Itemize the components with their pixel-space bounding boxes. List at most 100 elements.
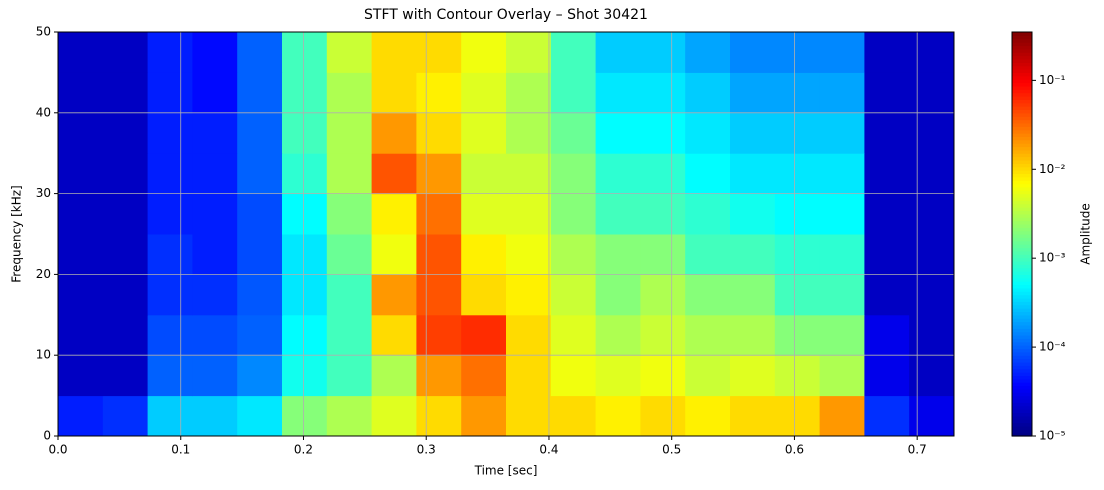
- heatmap-cell: [326, 193, 373, 235]
- heatmap-cell: [685, 274, 731, 316]
- colorbar-swatch: [1012, 415, 1032, 420]
- colorbar-swatch: [1012, 271, 1032, 275]
- heatmap-cell: [864, 314, 910, 356]
- colorbar-swatch: [1012, 170, 1032, 174]
- colorbar-swatch: [1012, 358, 1032, 363]
- colorbar-swatch: [1012, 321, 1032, 326]
- colorbar-swatch: [1012, 328, 1032, 333]
- colorbar-swatch: [1012, 257, 1032, 262]
- heatmap-cell: [461, 153, 507, 195]
- heatmap-cell: [550, 314, 597, 356]
- heatmap-cell: [58, 112, 104, 154]
- heatmap-cell: [685, 153, 731, 195]
- heatmap-cell: [461, 314, 507, 356]
- colorbar-swatch: [1012, 48, 1032, 53]
- heatmap-cell: [192, 314, 238, 356]
- heatmap-cell: [506, 153, 552, 195]
- colorbar-swatch: [1012, 85, 1032, 90]
- heatmap-cell: [774, 355, 821, 397]
- colorbar-swatch: [1012, 240, 1032, 245]
- heatmap-cell: [506, 355, 552, 397]
- heatmap-cell: [730, 314, 776, 356]
- heatmap-cell: [102, 193, 149, 235]
- heatmap-cell: [864, 355, 910, 397]
- colorbar-swatch: [1012, 351, 1032, 356]
- colorbar-swatch: [1012, 419, 1032, 424]
- heatmap-cell: [730, 193, 776, 235]
- y-tick-label: 20: [36, 267, 51, 281]
- colorbar-swatch: [1012, 405, 1032, 410]
- colorbar-swatch: [1012, 65, 1032, 70]
- colorbar-swatch: [1012, 79, 1032, 84]
- heatmap-cell: [595, 153, 641, 195]
- colorbar-tick-label: 10⁻⁵: [1039, 429, 1066, 443]
- heatmap-cell: [416, 72, 462, 114]
- heatmap-cell: [58, 395, 104, 437]
- colorbar-swatch: [1012, 277, 1032, 282]
- heatmap-cell: [550, 32, 597, 73]
- heatmap-cell: [58, 355, 104, 397]
- colorbar-swatch: [1012, 149, 1032, 154]
- heatmap-cell: [819, 274, 865, 316]
- heatmap-cell: [237, 72, 283, 114]
- heatmap-cell: [506, 234, 552, 275]
- heatmap-cell: [192, 193, 238, 235]
- heatmap-cell: [774, 274, 821, 316]
- x-tick-label: 0.5: [662, 443, 681, 457]
- heatmap-cell: [371, 72, 417, 114]
- colorbar-swatch: [1012, 335, 1032, 339]
- colorbar-swatch: [1012, 210, 1032, 215]
- heatmap-cell: [595, 112, 641, 154]
- heatmap-cell: [192, 112, 238, 154]
- colorbar-swatch: [1012, 409, 1032, 414]
- y-axis-label: Frequency [kHz]: [10, 185, 24, 282]
- heatmap-cell: [506, 395, 552, 437]
- heatmap-cell: [461, 234, 507, 275]
- heatmap-cell: [237, 32, 283, 73]
- y-tick-label: 50: [36, 25, 51, 39]
- heatmap-cell: [730, 72, 776, 114]
- colorbar-swatch: [1012, 102, 1032, 107]
- heatmap-cell: [147, 234, 193, 275]
- heatmap-cell: [192, 395, 238, 437]
- colorbar-swatch: [1012, 372, 1032, 376]
- colorbar-swatch: [1012, 143, 1032, 148]
- heatmap-cell: [685, 395, 731, 437]
- colorbar-swatch: [1012, 112, 1032, 117]
- heatmap-cell: [282, 355, 328, 397]
- colorbar-swatch: [1012, 301, 1032, 306]
- colorbar-swatch: [1012, 291, 1032, 296]
- heatmap-cell: [909, 234, 955, 275]
- colorbar-swatch: [1012, 375, 1032, 380]
- chart-title: STFT with Contour Overlay – Shot 30421: [364, 7, 648, 23]
- heatmap-cell: [774, 112, 821, 154]
- heatmap-cell: [550, 395, 597, 437]
- heatmap-cell: [909, 72, 955, 114]
- colorbar-swatch: [1012, 382, 1032, 387]
- heatmap-cell: [102, 234, 149, 275]
- heatmap-cell: [864, 32, 910, 73]
- heatmap-cell: [640, 395, 686, 437]
- heatmap-cell: [909, 112, 955, 154]
- colorbar-swatch: [1012, 385, 1032, 390]
- colorbar-swatch: [1012, 220, 1032, 225]
- heatmap-cell: [595, 72, 641, 114]
- plot-frame: [57, 31, 955, 437]
- heatmap-cell: [147, 153, 193, 195]
- heatmap-cell: [595, 32, 641, 73]
- heatmap-cell: [595, 395, 641, 437]
- colorbar-swatch: [1012, 89, 1032, 94]
- heatmap-cell: [506, 274, 552, 316]
- colorbar-swatch: [1012, 361, 1032, 366]
- heatmap-cell: [909, 153, 955, 195]
- colorbar-swatch: [1012, 193, 1032, 198]
- heatmap-cell: [326, 112, 373, 154]
- heatmap-cell: [864, 72, 910, 114]
- heatmap-cell: [326, 274, 373, 316]
- heatmap-cell: [819, 32, 865, 73]
- x-tick-label: 0.4: [539, 443, 558, 457]
- heatmap-cell: [326, 314, 373, 356]
- colorbar-swatch: [1012, 412, 1032, 417]
- heatmap-cell: [595, 355, 641, 397]
- heatmap-cell: [730, 395, 776, 437]
